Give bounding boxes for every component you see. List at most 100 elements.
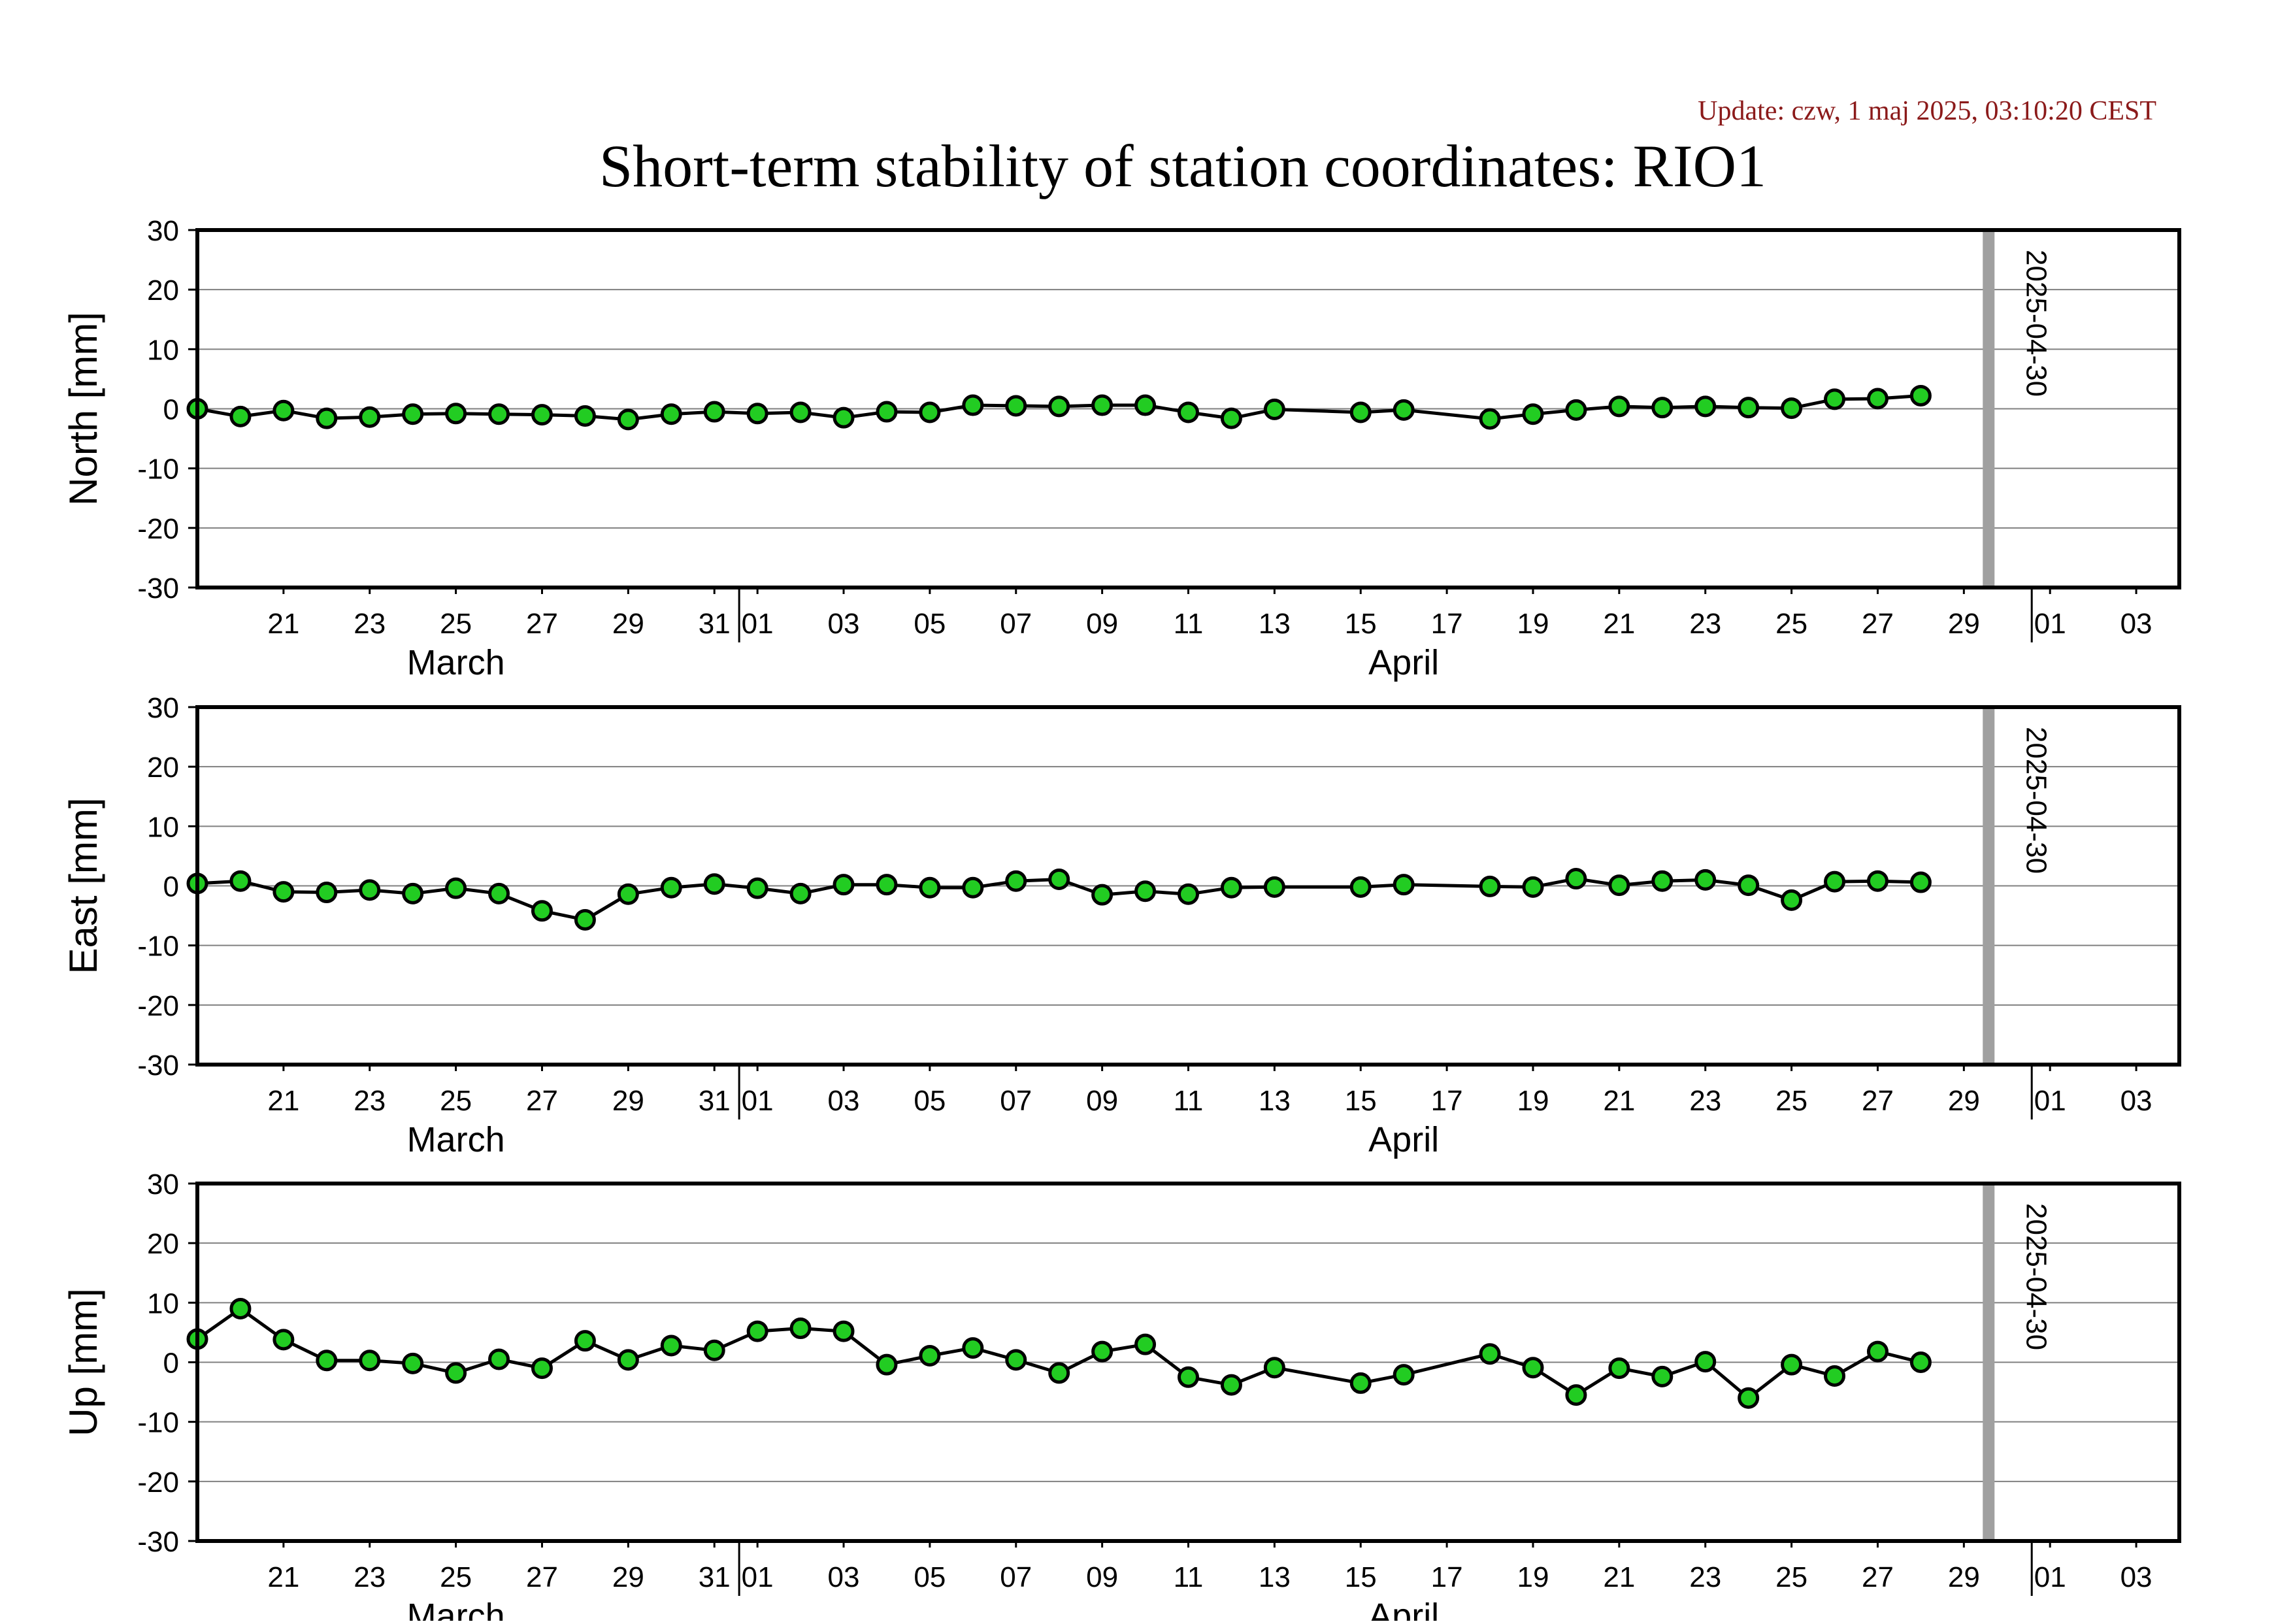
data-point	[876, 1353, 898, 1376]
data-point	[1738, 874, 1760, 897]
month-label: April	[1368, 1120, 1439, 1159]
x-tick-label: 29	[1948, 608, 1980, 640]
x-tick-label: 21	[1603, 1561, 1635, 1593]
y-tick-label: 0	[163, 1348, 179, 1380]
page-title: Short-term stability of station coordina…	[599, 133, 1766, 199]
data-point	[1522, 403, 1544, 425]
x-tick-label: 15	[1345, 1085, 1377, 1117]
data-point	[531, 1357, 553, 1380]
data-point	[1738, 397, 1760, 419]
x-tick-label: 29	[1948, 1561, 1980, 1593]
data-point	[789, 882, 812, 904]
x-tick-label: 25	[1775, 1085, 1807, 1117]
x-tick-label: 17	[1431, 1561, 1463, 1593]
x-tick-label: 21	[1603, 608, 1635, 640]
data-point	[316, 882, 338, 904]
x-tick-label: 21	[267, 608, 299, 640]
data-point	[1781, 889, 1803, 911]
data-point	[488, 1348, 510, 1370]
x-tick-label: 03	[2120, 608, 2153, 640]
x-tick-label: 03	[2120, 1561, 2153, 1593]
y-tick-label: -30	[137, 1526, 179, 1558]
month-label: March	[407, 1120, 505, 1159]
y-axis-label: East [mm]	[61, 797, 105, 974]
y-tick-label: 0	[163, 394, 179, 426]
data-point	[1220, 876, 1242, 899]
data-point	[1824, 870, 1846, 893]
y-tick-label: 30	[147, 215, 179, 247]
x-tick-label: 03	[2120, 1085, 2153, 1117]
data-point	[746, 877, 768, 899]
x-tick-label: 01	[742, 608, 774, 640]
reference-date-label: 2025-04-30	[2020, 1203, 2052, 1350]
x-tick-label: 31	[699, 1085, 731, 1117]
data-point	[1866, 388, 1889, 410]
plot-frame	[195, 1182, 2181, 1543]
panel-3: 30 20 10 0 -10 -20 -30 Up [mm] 21 23 25 27 29 31 01 03 0…	[61, 1168, 2181, 1624]
data-point	[703, 401, 725, 423]
data-point	[1091, 884, 1114, 906]
data-point	[1651, 1365, 1674, 1387]
x-tick-label: 13	[1259, 608, 1291, 640]
data-point	[1091, 1340, 1114, 1363]
y-tick-label: 20	[147, 1228, 179, 1260]
data-point	[746, 1320, 768, 1342]
y-tick-label: -20	[137, 513, 179, 545]
data-point	[1479, 408, 1501, 430]
data-point	[1349, 876, 1372, 898]
data-point	[272, 881, 295, 903]
data-point	[1048, 395, 1070, 418]
data-point	[1608, 1357, 1630, 1380]
x-tick-label: 25	[440, 1085, 472, 1117]
x-tick-label: 29	[612, 1085, 644, 1117]
data-point	[445, 877, 467, 899]
data-point	[1178, 401, 1199, 423]
x-tick-label: 27	[1862, 1561, 1894, 1593]
x-tick-label: 23	[1689, 608, 1721, 640]
x-tick-label: 09	[1086, 608, 1118, 640]
y-tick-label: -10	[137, 1407, 179, 1439]
y-tick-label: -20	[137, 990, 179, 1022]
data-point	[1005, 1349, 1027, 1371]
panel-1: 30 20 10 0 -10 -20 -30 North [mm] 21 23 25 27 29 31 01…	[61, 215, 2181, 682]
data-point	[359, 879, 381, 901]
data-point	[488, 403, 510, 425]
x-tick-label: 15	[1345, 608, 1377, 640]
data-point	[445, 403, 467, 425]
y-axis-label: North [mm]	[61, 312, 105, 506]
x-tick-label: 21	[267, 1085, 299, 1117]
data-point	[229, 1297, 252, 1319]
data-point	[919, 401, 941, 423]
data-point	[1005, 395, 1027, 417]
data-point	[617, 883, 639, 905]
data-point	[1694, 395, 1717, 418]
x-tick-label: 23	[1689, 1085, 1721, 1117]
x-tick-label: 21	[1603, 1085, 1635, 1117]
update-timestamp: Update: czw, 1 maj 2025, 03:10:20 CEST	[1698, 96, 2156, 126]
data-point	[1909, 871, 1932, 893]
x-tick-label: 09	[1086, 1085, 1118, 1117]
x-tick-label: 27	[1862, 1085, 1894, 1117]
data-point	[919, 876, 941, 899]
data-point	[1479, 1343, 1501, 1365]
month-label: April	[1368, 643, 1439, 682]
data-point	[1393, 1364, 1415, 1386]
reference-date-label: 2025-04-30	[2020, 727, 2052, 874]
data-point	[1048, 868, 1070, 890]
x-tick-label: 01	[2034, 1561, 2066, 1593]
y-tick-label: 20	[147, 274, 179, 307]
x-tick-label: 25	[1775, 1561, 1807, 1593]
month-label: March	[407, 643, 505, 682]
x-tick-label: 23	[354, 1085, 386, 1117]
data-point	[876, 401, 898, 423]
data-point	[1134, 1333, 1157, 1355]
x-tick-label: 11	[1174, 1085, 1204, 1117]
x-tick-label: 19	[1517, 1561, 1549, 1593]
x-tick-label: 03	[828, 1085, 860, 1117]
data-point	[1651, 870, 1674, 892]
x-tick-label: 03	[828, 608, 860, 640]
data-point	[1738, 1387, 1760, 1409]
data-point	[531, 900, 553, 922]
data-point	[660, 876, 682, 899]
